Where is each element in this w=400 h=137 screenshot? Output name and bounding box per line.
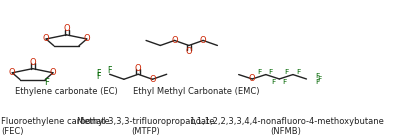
Text: O: O (249, 75, 256, 83)
Text: F: F (317, 76, 322, 82)
Text: O: O (171, 36, 178, 45)
Text: Methyl 3,3,3-trifluoropropanoate
(MTFP): Methyl 3,3,3-trifluoropropanoate (MTFP) (76, 117, 214, 136)
Text: O: O (29, 58, 36, 67)
Text: O: O (200, 36, 206, 45)
Text: O: O (50, 68, 56, 77)
Text: F: F (97, 69, 101, 78)
Text: F: F (284, 68, 289, 75)
Text: O: O (84, 35, 90, 43)
Text: O: O (135, 64, 142, 73)
Text: F: F (271, 79, 275, 85)
Text: Ethylene carbonate (EC): Ethylene carbonate (EC) (15, 87, 118, 96)
Text: F: F (296, 68, 300, 75)
Text: Fluoroethylene carbonate
(FEC): Fluoroethylene carbonate (FEC) (2, 117, 110, 136)
Text: O: O (43, 35, 49, 43)
Text: F: F (44, 78, 50, 87)
Text: F: F (315, 73, 319, 79)
Text: 1,1,1,2,2,3,3,4,4-nonafluoro-4-methoxybutane
(NFMB): 1,1,1,2,2,3,3,4,4-nonafluoro-4-methoxybu… (189, 117, 384, 136)
Text: F: F (282, 79, 286, 85)
Text: O: O (149, 75, 156, 84)
Text: F: F (257, 68, 262, 75)
Text: F: F (97, 72, 101, 81)
Text: Ethyl Methyl Carbonate (EMC): Ethyl Methyl Carbonate (EMC) (133, 87, 259, 96)
Text: O: O (63, 24, 70, 33)
Text: F: F (107, 66, 112, 75)
Text: O: O (186, 47, 192, 56)
Text: F: F (269, 68, 273, 75)
Text: O: O (9, 68, 16, 77)
Text: F: F (315, 79, 319, 85)
